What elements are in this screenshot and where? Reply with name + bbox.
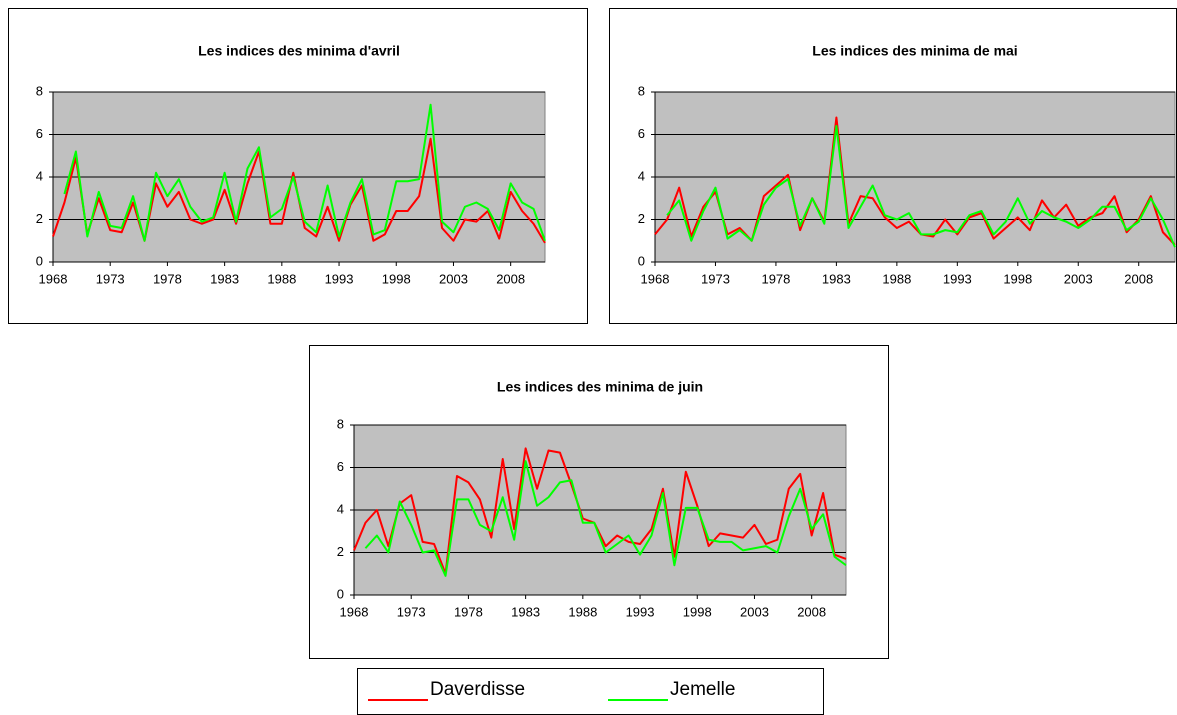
y-tick-label: 0: [36, 253, 43, 268]
data-line: [666, 125, 1176, 248]
y-tick-label: 4: [337, 501, 344, 516]
x-tick-label: 2008: [496, 271, 525, 286]
y-tick-label: 2: [337, 544, 344, 559]
data-line: [654, 116, 1176, 246]
y-tick-label: 0: [638, 253, 645, 268]
x-tick-label: 1978: [454, 604, 483, 619]
chart-title: Les indices des minima d'avril: [198, 43, 400, 59]
x-tick-label: 1978: [761, 271, 790, 286]
x-tick-label: 1973: [701, 271, 730, 286]
x-tick-label: 1998: [382, 271, 411, 286]
x-tick-label: 2008: [797, 604, 826, 619]
x-tick-label: 1968: [641, 271, 670, 286]
x-tick-label: 1973: [96, 271, 125, 286]
x-tick-label: 1998: [683, 604, 712, 619]
x-tick-label: 1973: [397, 604, 426, 619]
x-tick-label: 1993: [325, 271, 354, 286]
data-line: [364, 460, 847, 577]
y-tick-label: 6: [638, 126, 645, 141]
x-tick-label: 2003: [740, 604, 769, 619]
x-tick-label: 1993: [943, 271, 972, 286]
y-tick-label: 2: [638, 211, 645, 226]
y-tick-label: 2: [36, 211, 43, 226]
x-tick-label: 1993: [626, 604, 655, 619]
x-tick-label: 1983: [210, 271, 239, 286]
x-tick-label: 1998: [1003, 271, 1032, 286]
x-tick-label: 1968: [340, 604, 369, 619]
chart-title: Les indices des minima de mai: [812, 43, 1017, 59]
x-tick-label: 1988: [568, 604, 597, 619]
y-tick-label: 4: [36, 168, 43, 183]
y-tick-label: 8: [337, 416, 344, 431]
x-tick-label: 1988: [882, 271, 911, 286]
y-tick-label: 6: [337, 459, 344, 474]
x-tick-label: 1988: [267, 271, 296, 286]
y-tick-label: 8: [36, 83, 43, 98]
x-tick-label: 2003: [1064, 271, 1093, 286]
data-line: [63, 103, 546, 242]
y-tick-label: 6: [36, 126, 43, 141]
x-tick-label: 1983: [822, 271, 851, 286]
y-tick-label: 4: [638, 168, 645, 183]
x-tick-label: 1978: [153, 271, 182, 286]
legend-label: Daverdisse: [430, 679, 525, 700]
x-tick-label: 2003: [439, 271, 468, 286]
legend-label: Jemelle: [670, 679, 735, 700]
legend-frame: [357, 668, 824, 715]
x-tick-label: 2008: [1124, 271, 1153, 286]
y-tick-label: 0: [337, 586, 344, 601]
x-tick-label: 1983: [511, 604, 540, 619]
chart-title: Les indices des minima de juin: [497, 379, 703, 395]
x-tick-label: 1968: [39, 271, 68, 286]
y-tick-label: 8: [638, 83, 645, 98]
data-line: [353, 447, 847, 575]
